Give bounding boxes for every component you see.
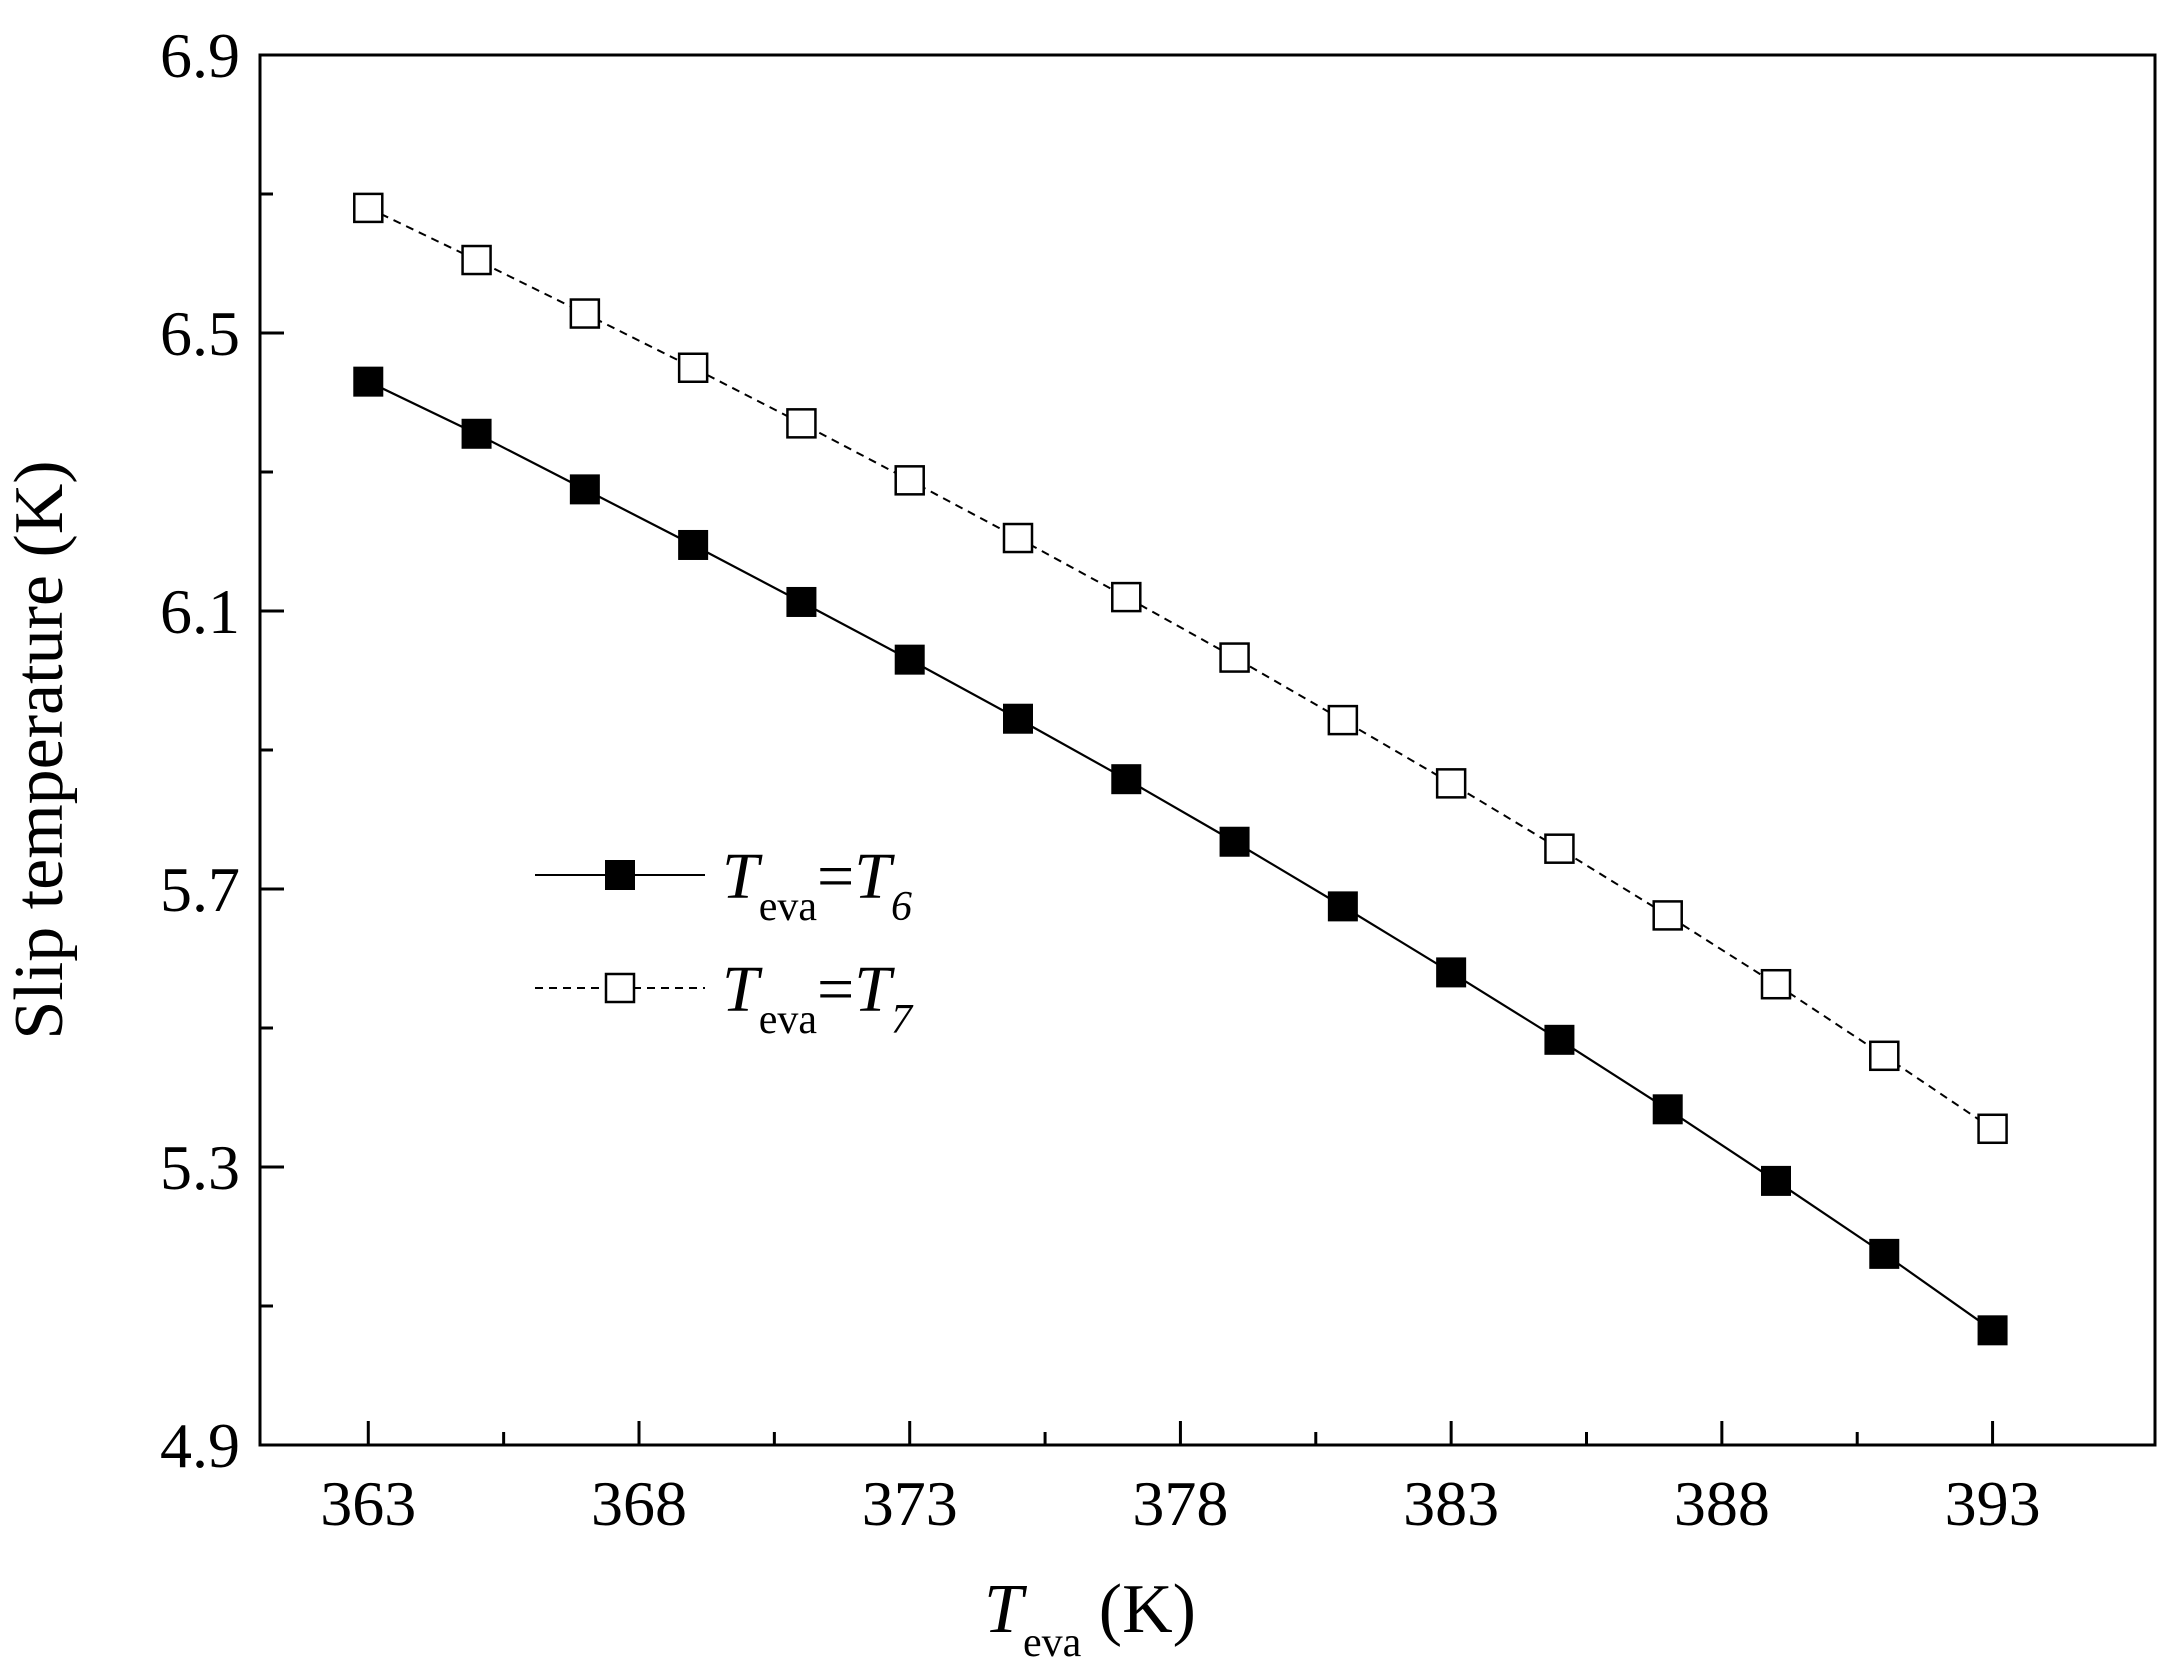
series-2-point xyxy=(569,298,601,329)
series-2-point xyxy=(1977,1113,2008,1145)
series-layer xyxy=(353,192,2008,1346)
y-tick-label: 6.9 xyxy=(160,20,240,91)
series-2-point xyxy=(1002,522,1034,554)
legend: Teva=T6 Teva=T7 xyxy=(535,840,914,1043)
x-tick-label: 363 xyxy=(320,1468,416,1539)
series-1-point xyxy=(1544,1024,1575,1055)
series-1-point xyxy=(1219,826,1250,857)
y-tick-label: 5.3 xyxy=(160,1132,240,1203)
y-axis-title: Slip temperature (K) xyxy=(1,460,78,1039)
series-1-point xyxy=(353,366,384,397)
y-tick-label: 4.9 xyxy=(160,1410,240,1481)
series-2-point xyxy=(461,244,492,276)
series-2-point xyxy=(353,192,384,224)
y-axis-ticks: 4.9 5.3 5.7 6.1 6.5 6.9 xyxy=(160,20,284,1481)
legend-marker-series-1 xyxy=(605,860,635,890)
series-2-point xyxy=(1111,581,1142,613)
series-2-point xyxy=(1219,642,1250,673)
x-tick-label: 393 xyxy=(1945,1468,2041,1539)
series-1-point xyxy=(1977,1315,2008,1346)
series-2-point xyxy=(1652,900,1683,931)
legend-label-series-1: Teva=T6 xyxy=(722,840,912,930)
series-1-point xyxy=(894,644,925,675)
series-1-point xyxy=(1327,891,1358,922)
x-tick-label: 378 xyxy=(1132,1468,1228,1539)
series-1-point xyxy=(1111,764,1142,795)
series-2-point xyxy=(677,352,709,383)
x-tick-label: 383 xyxy=(1403,1468,1499,1539)
series-1-point xyxy=(678,529,709,560)
x-tick-label: 373 xyxy=(862,1468,958,1539)
series-2-point xyxy=(1435,768,1467,799)
series-2-point xyxy=(786,408,817,439)
y-tick-label: 6.1 xyxy=(160,576,240,647)
series-1-point xyxy=(1652,1094,1683,1125)
legend-item-series-2: Teva=T7 xyxy=(535,953,914,1043)
series-1-point xyxy=(1436,957,1467,988)
series-1-point xyxy=(569,474,600,505)
series-1-point xyxy=(786,586,817,617)
x-tick-label: 388 xyxy=(1674,1468,1770,1539)
plot-frame xyxy=(258,53,2157,1447)
series-1-point xyxy=(1761,1165,1791,1196)
y-tick-label: 6.5 xyxy=(160,298,240,369)
series-1-point xyxy=(461,418,492,449)
series-1-line xyxy=(367,380,1994,1332)
series-1-point xyxy=(1003,703,1033,734)
series-2-point xyxy=(1760,968,1792,1000)
series-2-point xyxy=(1327,704,1359,736)
series-2-line xyxy=(367,206,1994,1130)
x-axis-title: Teva (K) xyxy=(984,1571,1196,1666)
x-tick-label: 368 xyxy=(591,1468,687,1539)
series-2-point xyxy=(894,465,925,496)
y-tick-label: 5.7 xyxy=(160,854,240,925)
x-axis-ticks: 363 368 373 378 383 388 393 xyxy=(320,1421,2041,1539)
legend-marker-series-2 xyxy=(604,972,636,1004)
series-2-point xyxy=(1544,833,1575,864)
series-2-point xyxy=(1869,1040,1900,1072)
legend-label-series-2: Teva=T7 xyxy=(722,953,914,1043)
series-1-point xyxy=(1869,1238,1900,1269)
legend-item-series-1: Teva=T6 xyxy=(535,840,912,930)
